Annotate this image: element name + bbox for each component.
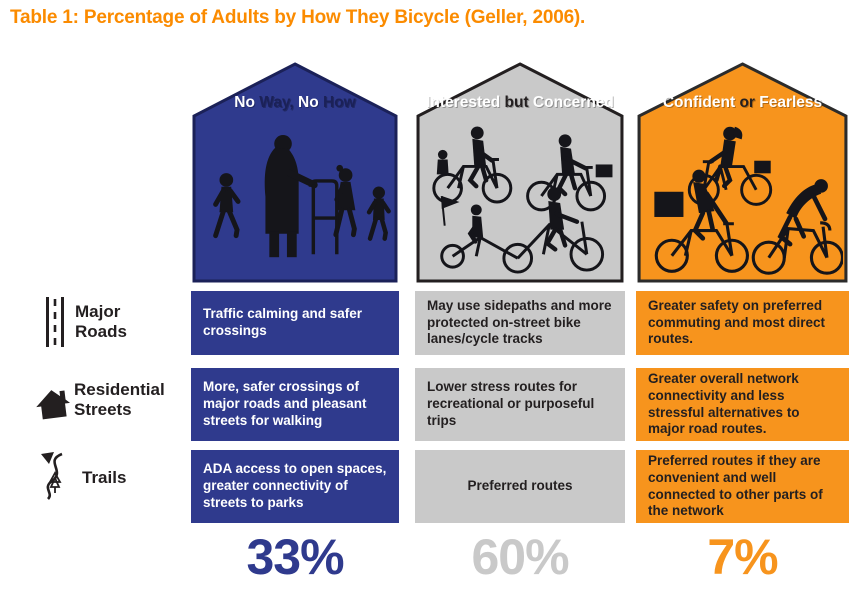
column-interested-but-concerned: Interested but Concerned xyxy=(415,62,625,602)
cell-no-way-major-roads: Traffic calming and safer crossings xyxy=(191,291,399,355)
column-header-interested-but-concerned: Interested but Concerned xyxy=(426,94,614,111)
column-no-way-no-how: No Way, No How xyxy=(191,62,399,602)
cell-no-way-trails: ADA access to open spaces, greater conne… xyxy=(191,450,399,523)
row-label-major-roads: Major Roads xyxy=(75,302,127,342)
confident-cyclists-illustration xyxy=(654,126,843,275)
cell-confident-trails: Preferred routes if they are convenient … xyxy=(636,450,849,523)
house-shape-gray xyxy=(416,62,624,283)
cell-interested-residential-streets: Lower stress routes for recreational or … xyxy=(415,368,625,441)
cell-interested-trails: Preferred routes xyxy=(415,450,625,523)
cell-no-way-residential-streets: More, safer crossings of major roads and… xyxy=(191,368,399,441)
column-header-no-way-no-how: No Way, No How xyxy=(234,94,356,111)
row-label-residential-streets: Residential Streets xyxy=(74,380,165,420)
column-header-confident-or-fearless: Confident or Fearless xyxy=(662,94,823,111)
house-icon xyxy=(36,390,70,420)
road-icon xyxy=(46,297,64,347)
percent-confident: 7% xyxy=(707,529,778,585)
column-confident-or-fearless: Confident or Fearless xyxy=(636,62,849,602)
trail-icon xyxy=(41,452,63,500)
house-shape-orange xyxy=(637,62,848,283)
casual-cyclists-illustration xyxy=(432,126,613,274)
cell-confident-residential-streets: Greater overall network connectivity and… xyxy=(636,368,849,441)
page-title: Table 1: Percentage of Adults by How The… xyxy=(10,7,586,28)
percent-no-way: 33% xyxy=(246,529,344,585)
row-label-trails: Trails xyxy=(82,468,127,487)
cell-confident-major-roads: Greater safety on preferred commuting an… xyxy=(636,291,849,355)
percent-interested: 60% xyxy=(471,529,569,585)
pedestrians-illustration xyxy=(213,134,392,258)
cell-interested-major-roads: May use sidepaths and more protected on-… xyxy=(415,291,625,355)
